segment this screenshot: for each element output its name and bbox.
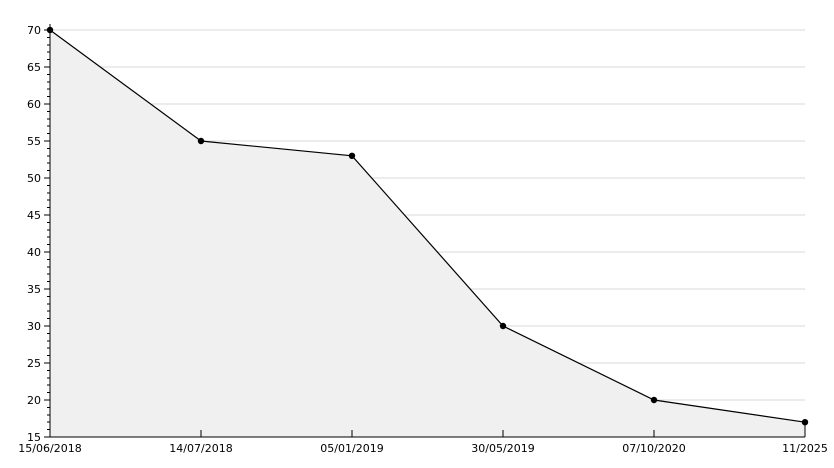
- data-point-marker: [197, 137, 205, 145]
- y-axis-tick-label: 15: [27, 431, 41, 444]
- y-axis-tick-label: 45: [27, 209, 41, 222]
- x-axis-tick-label: 05/01/2019: [320, 442, 383, 455]
- data-line: [49, 29, 806, 423]
- x-axis-tick-label: 14/07/2018: [169, 442, 232, 455]
- y-axis-tick-label: 50: [27, 172, 41, 185]
- data-point-marker: [499, 322, 507, 330]
- data-point-marker: [801, 419, 809, 426]
- y-axis-tick-label: 70: [27, 24, 41, 37]
- data-point-marker: [348, 152, 356, 159]
- y-axis-tick-label: 65: [27, 61, 41, 74]
- x-axis-tick-label: 30/05/2019: [471, 442, 534, 455]
- y-axis-tick-label: 55: [27, 135, 41, 148]
- area-fill: [50, 30, 805, 437]
- y-axis-tick-label: 30: [27, 320, 41, 333]
- y-axis-tick-label: 25: [27, 357, 41, 370]
- data-point-marker: [650, 396, 658, 404]
- x-axis-tick-label: 11/2025: [782, 442, 828, 455]
- y-axis-tick-label: 60: [27, 98, 41, 111]
- x-axis-tick-label: 15/06/2018: [18, 442, 81, 455]
- y-axis-tick-label: 20: [27, 394, 41, 407]
- y-axis-tick-label: 35: [27, 283, 41, 296]
- y-axis-tick-label: 40: [27, 246, 41, 259]
- x-axis-tick-label: 07/10/2020: [622, 442, 685, 455]
